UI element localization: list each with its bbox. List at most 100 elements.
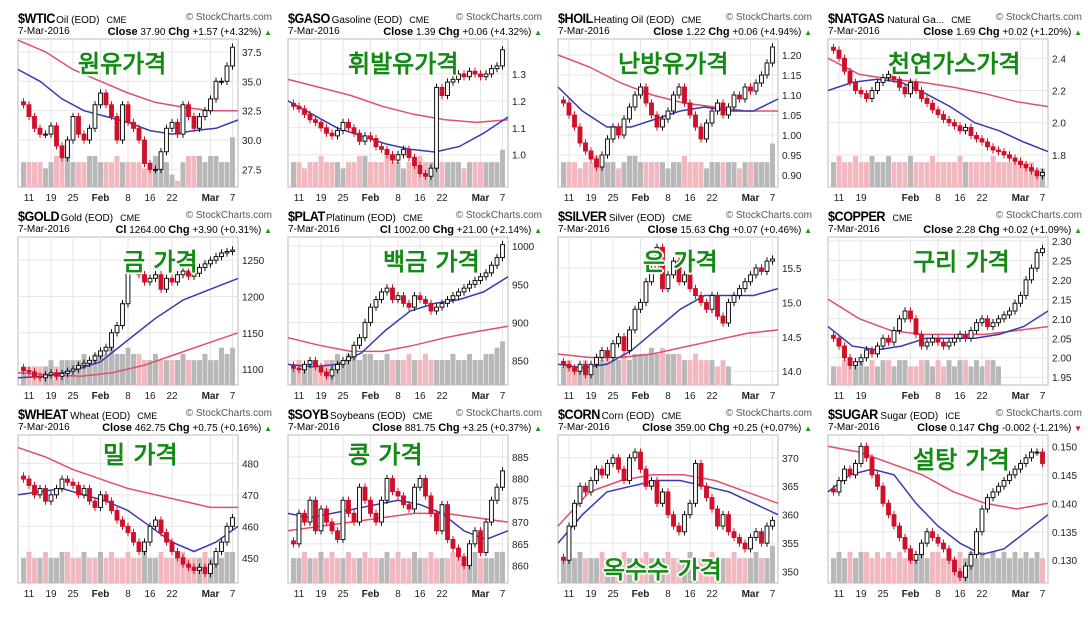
volume-bar — [26, 162, 32, 187]
candle — [847, 465, 853, 479]
credit-link[interactable]: © StockCharts.com — [455, 210, 542, 221]
volume-bar — [98, 551, 103, 583]
candle-body — [428, 302, 434, 312]
credit-link[interactable]: © StockCharts.com — [725, 210, 812, 221]
credit-link[interactable]: © StockCharts.com — [185, 408, 272, 419]
credit-link[interactable]: © StockCharts.com — [995, 408, 1082, 419]
candle-body — [324, 127, 329, 134]
credit-link[interactable]: © StockCharts.com — [725, 12, 812, 23]
exchange: ICE — [945, 411, 961, 421]
volume-bar — [875, 366, 880, 385]
candle — [120, 516, 125, 531]
chart-panel-soyb[interactable]: $SOYB Soybeans (EOD) CME © StockCharts.c… — [287, 406, 550, 602]
candle — [974, 528, 979, 559]
y-tick-label: 1.05 — [782, 111, 802, 122]
candle — [467, 540, 472, 570]
candle — [1040, 244, 1045, 257]
volume-bar — [864, 162, 869, 187]
chart-panel-natgas[interactable]: $NATGAS Natural Ga... CME © StockCharts.… — [827, 10, 1088, 206]
candle — [461, 70, 467, 81]
volume-bar — [990, 360, 996, 385]
candle — [114, 321, 120, 337]
candle — [952, 334, 957, 346]
chart-panel-wtic[interactable]: $WTIC Oil (EOD) CME © StockCharts.com 7-… — [17, 10, 280, 206]
candle — [197, 563, 202, 575]
candle — [654, 476, 660, 508]
credit-link[interactable]: © StockCharts.com — [995, 12, 1082, 23]
volume-bar — [1029, 558, 1034, 583]
x-tick-label: Mar — [1012, 589, 1030, 600]
triangle-down-icon: ▼ — [1074, 424, 1082, 433]
chart-panel-wheat[interactable]: $WHEAT Wheat (EOD) CME © StockCharts.com… — [17, 406, 280, 602]
volume-bar — [643, 162, 649, 187]
candle — [461, 284, 467, 296]
chart-panel-hoil[interactable]: $HOIL Heating Oil (EOD) CME © StockChart… — [557, 10, 820, 206]
triangle-up-icon: ▲ — [804, 226, 812, 235]
candle — [731, 528, 737, 542]
credit-link[interactable]: © StockCharts.com — [995, 210, 1082, 221]
volume-bar — [158, 162, 164, 187]
candle — [726, 298, 731, 327]
volume-bar — [362, 353, 368, 385]
candle — [698, 459, 704, 490]
x-tick-label: 7 — [500, 391, 506, 402]
credit-link[interactable]: © StockCharts.com — [455, 408, 542, 419]
candle-body — [362, 321, 368, 339]
chart-panel-copper[interactable]: $COPPER CME © StockCharts.com 7-Mar-2016… — [827, 208, 1088, 404]
candle — [1034, 448, 1040, 456]
volume-bar — [76, 162, 81, 187]
candle-body — [467, 70, 472, 78]
x-tick-label: Mar — [472, 589, 490, 600]
volume-bar — [643, 551, 649, 583]
candle — [450, 75, 456, 86]
chart-header: $WTIC Oil (EOD) CME © StockCharts.com — [18, 10, 280, 26]
y-tick-label: 1.0 — [512, 151, 526, 162]
candle-body — [720, 315, 726, 324]
x-tick-label: Mar — [742, 193, 760, 204]
volume-bar — [1012, 162, 1018, 187]
candle — [48, 491, 54, 505]
chart-panel-gaso[interactable]: $GASO Gasoline (EOD) CME © StockCharts.c… — [287, 10, 550, 206]
x-tick-label: 16 — [684, 391, 696, 402]
candle — [930, 99, 935, 114]
x-tick-label: 16 — [144, 589, 156, 600]
volume-bar — [616, 168, 621, 187]
volume-bar — [715, 558, 720, 583]
candle-body — [682, 86, 687, 104]
chart-header: $GOLD Gold (EOD) CME © StockCharts.com — [18, 208, 280, 224]
candle-body — [842, 57, 847, 72]
chart-panel-silver[interactable]: $SILVER Silver (EOD) CME © StockCharts.c… — [557, 208, 820, 404]
credit-link[interactable]: © StockCharts.com — [455, 12, 542, 23]
candle-body — [307, 113, 313, 121]
candle — [81, 484, 87, 499]
candle-body — [423, 299, 428, 304]
candle-body — [665, 274, 671, 290]
volume-bar — [208, 360, 213, 385]
candle — [572, 364, 577, 375]
volume-bar — [296, 558, 302, 583]
chart-header: $HOIL Heating Oil (EOD) CME © StockChart… — [558, 10, 820, 26]
candle-body — [32, 116, 37, 129]
credit-link[interactable]: © StockCharts.com — [725, 408, 812, 419]
chart-panel-sugar[interactable]: $SUGAR Sugar (EOD) ICE © StockCharts.com… — [827, 406, 1088, 602]
candle — [1018, 157, 1023, 169]
close-label: Cl — [115, 224, 127, 236]
volume-bar — [445, 558, 450, 583]
chart-panel-plat[interactable]: $PLAT Platinum (EOD) CME © StockCharts.c… — [287, 208, 550, 404]
candle — [599, 465, 605, 479]
candle — [335, 126, 340, 140]
x-tick-label: 22 — [166, 193, 178, 204]
chart-panel-corn[interactable]: $CORN Corn (EOD) CME © StockCharts.com 7… — [557, 406, 820, 602]
volume-bar — [770, 143, 775, 187]
credit-link[interactable]: © StockCharts.com — [185, 210, 272, 221]
candle — [43, 371, 48, 382]
volume-bar — [654, 558, 660, 583]
chart-panel-gold[interactable]: $GOLD Gold (EOD) CME © StockCharts.com 7… — [17, 208, 280, 404]
candle — [147, 522, 153, 546]
credit-link[interactable]: © StockCharts.com — [185, 12, 272, 23]
candle-body — [1023, 163, 1029, 169]
candle-body — [384, 287, 390, 293]
close-label: Close — [923, 224, 954, 236]
y-tick-label: 0.140 — [1052, 499, 1077, 510]
candle — [142, 136, 147, 168]
